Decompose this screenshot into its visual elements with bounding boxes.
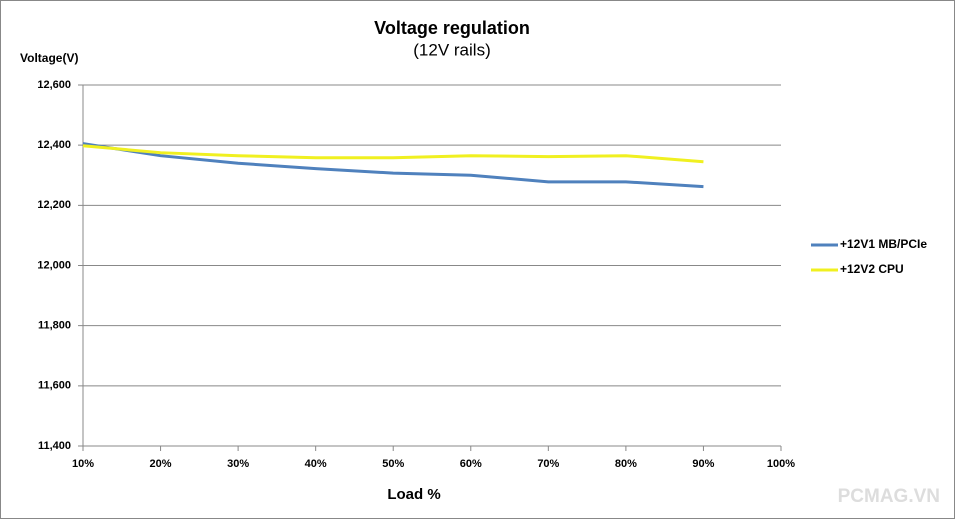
series-line	[82, 142, 704, 189]
series-line	[82, 144, 704, 164]
chart-subtitle: (12V rails)	[413, 40, 490, 59]
x-tick-label: 100%	[767, 458, 795, 470]
y-axis-label: Voltage(V)	[20, 51, 78, 65]
y-tick-label: 11,400	[38, 440, 71, 452]
x-axis-label: Load %	[387, 486, 440, 503]
x-tick-label: 10%	[72, 458, 94, 470]
y-tick-label: 12,400	[37, 139, 71, 151]
x-tick-label: 30%	[227, 458, 249, 470]
x-tick-label: 90%	[692, 458, 714, 470]
legend-label: +12V1 MB/PCIe	[840, 237, 927, 251]
y-tick-label: 12,600	[37, 79, 71, 91]
x-tick-label: 70%	[537, 458, 559, 470]
x-tick-label: 60%	[460, 458, 482, 470]
y-tick-label: 11,600	[38, 380, 71, 392]
x-tick-label: 40%	[305, 458, 327, 470]
chart-title: Voltage regulation	[374, 18, 530, 38]
x-tick-label: 20%	[150, 458, 172, 470]
x-tick-label: 50%	[382, 458, 404, 470]
legend-label: +12V2 CPU	[840, 262, 904, 276]
y-tick-label: 12,200	[37, 199, 71, 211]
y-tick-label: 11,800	[38, 320, 71, 332]
watermark: PCMAG.VN	[838, 486, 940, 507]
x-tick-label: 80%	[615, 458, 637, 470]
y-tick-label: 12,000	[37, 259, 71, 271]
